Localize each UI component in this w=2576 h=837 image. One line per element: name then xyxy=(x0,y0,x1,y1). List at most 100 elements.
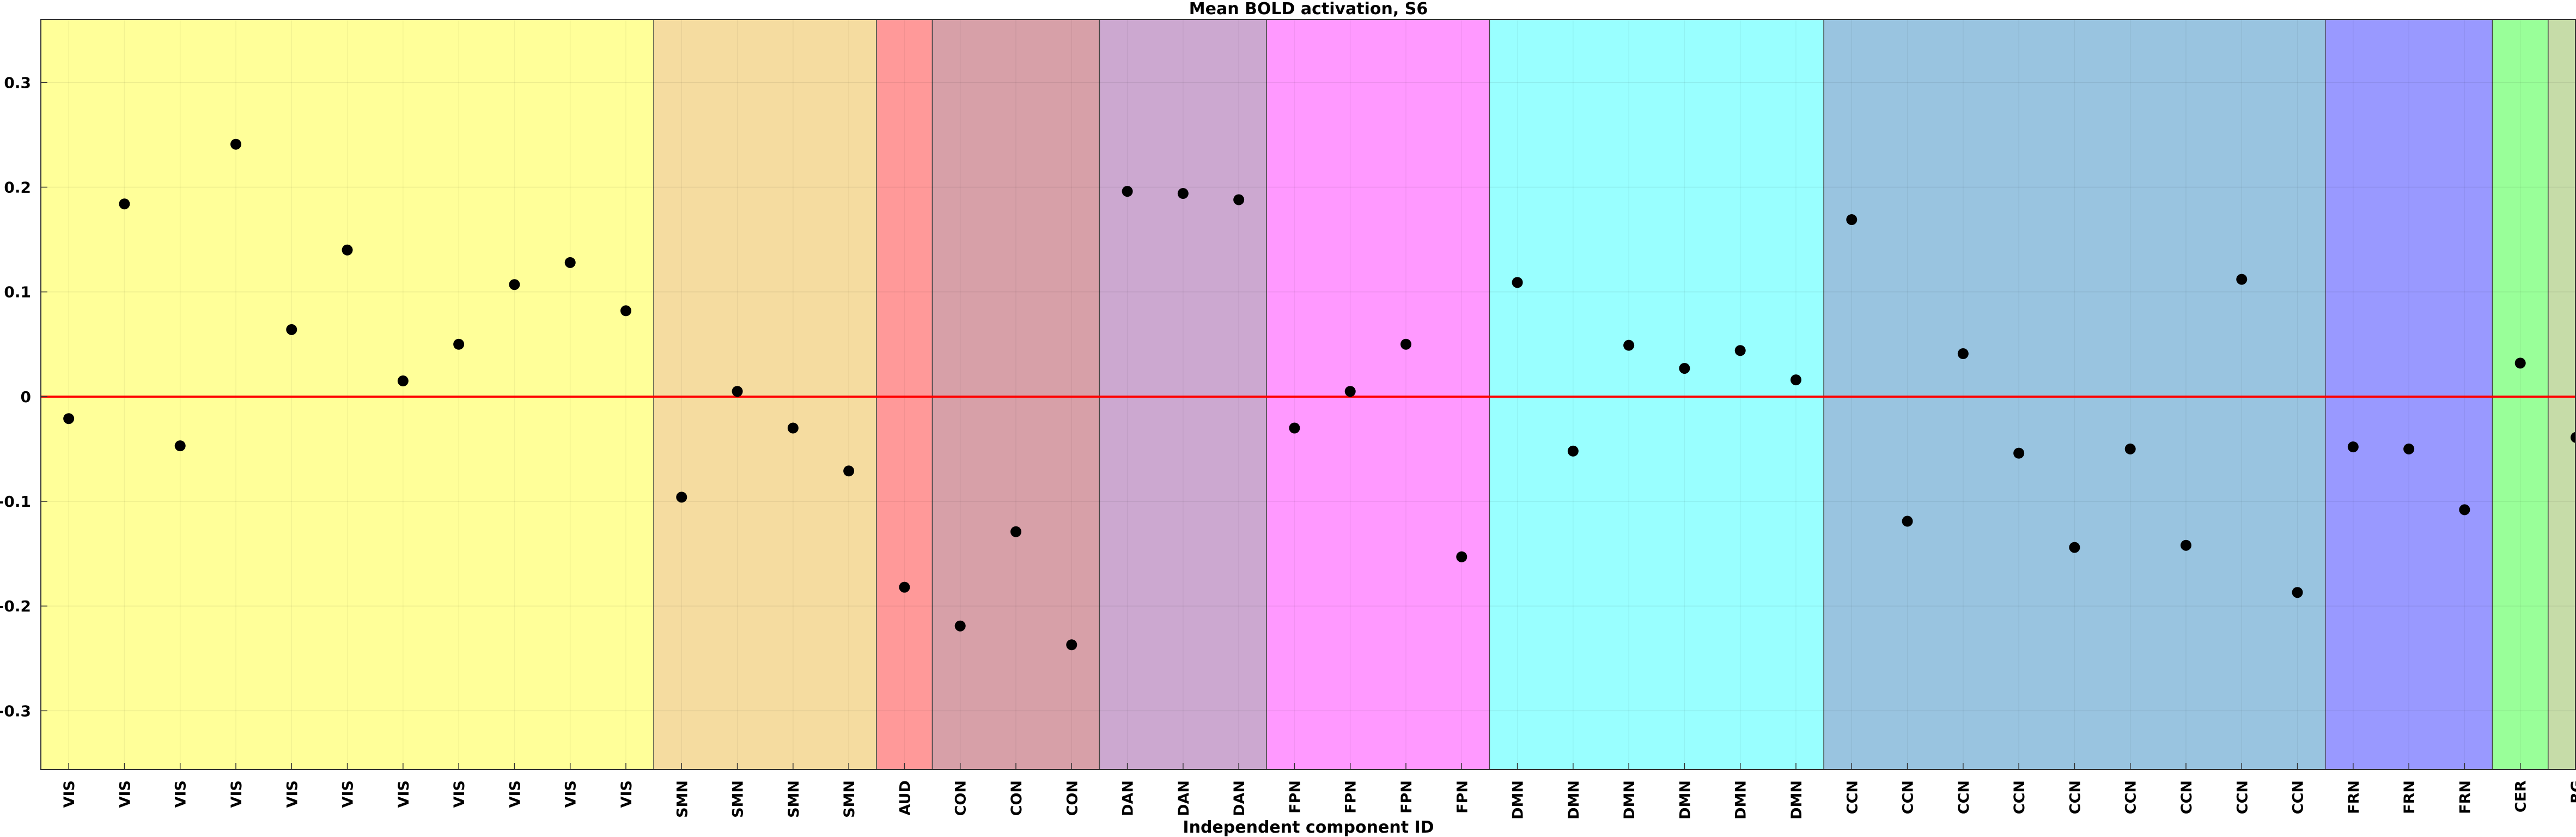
x-tick-label: CCN xyxy=(1900,780,1917,814)
x-tick-label: CCN xyxy=(1844,780,1861,814)
y-tick-label: 0.1 xyxy=(4,283,31,301)
data-point xyxy=(564,257,576,268)
y-tick-label: 0 xyxy=(21,388,31,406)
band-ccn xyxy=(1823,19,2326,770)
x-tick-label: FRN xyxy=(2457,780,2474,814)
y-tick-label: 0.2 xyxy=(4,178,31,196)
x-tick-label: DAN xyxy=(1231,780,1248,816)
data-point xyxy=(286,324,297,335)
x-tick-label: DMN xyxy=(1788,780,1805,820)
x-tick-label: VIS xyxy=(340,780,357,808)
data-point xyxy=(174,440,186,452)
data-point xyxy=(676,492,687,503)
x-axis-label: Independent component ID xyxy=(1183,818,1434,837)
data-point xyxy=(732,386,743,397)
data-point xyxy=(620,305,631,317)
data-point xyxy=(954,620,966,632)
data-point xyxy=(1456,551,1467,562)
x-tick-label: CCN xyxy=(2290,780,2307,814)
x-tick-label: SMN xyxy=(785,780,802,818)
grid-lines xyxy=(41,20,2576,769)
x-tick-label: BG xyxy=(2568,780,2576,804)
plot-frame xyxy=(40,19,2576,770)
data-point xyxy=(1567,445,1579,457)
data-point xyxy=(2181,539,2191,551)
data-point xyxy=(2514,357,2526,369)
x-tick-label: DMN xyxy=(1677,780,1694,820)
data-point xyxy=(2403,443,2415,454)
x-tick-label: VIS xyxy=(117,780,133,808)
x-tick-label: AUD xyxy=(897,780,914,815)
data-point xyxy=(2069,542,2080,553)
x-tick-label: FPN xyxy=(1398,780,1415,814)
x-tick-label: DMN xyxy=(1510,780,1527,820)
data-point xyxy=(1623,339,1635,351)
x-tick-label: VIS xyxy=(563,780,580,808)
data-point xyxy=(2124,443,2136,454)
x-tick-label: CER xyxy=(2513,780,2530,812)
data-point xyxy=(453,338,465,350)
data-point xyxy=(843,465,855,477)
x-tick-label: CCN xyxy=(2178,780,2195,814)
data-point xyxy=(1512,277,1523,288)
band-aud xyxy=(876,19,933,770)
x-tick-label: VIS xyxy=(173,780,190,808)
x-tick-label: VIS xyxy=(284,780,301,808)
y-axis-ticks: 0.3 0.2 0.1 0 -0.1 -0.2 -0.3 xyxy=(0,74,47,720)
x-tick-label: FPN xyxy=(1287,780,1304,814)
x-tick-label: DMN xyxy=(1566,780,1582,820)
data-point xyxy=(509,279,520,290)
x-tick-label: SMN xyxy=(730,780,747,818)
y-tick-label: -0.1 xyxy=(0,493,31,511)
data-point xyxy=(2571,432,2576,443)
x-tick-label: DMN xyxy=(1621,780,1638,820)
data-point xyxy=(1177,188,1189,199)
x-tick-label: CCN xyxy=(2067,780,2084,814)
band-vis xyxy=(40,19,654,770)
data-points xyxy=(63,138,2576,651)
data-point xyxy=(230,138,241,150)
data-point xyxy=(1010,526,1021,537)
data-point xyxy=(2459,504,2470,515)
x-tick-label: CCN xyxy=(2234,780,2251,814)
x-tick-label: CON xyxy=(1008,780,1025,816)
data-point xyxy=(2236,274,2248,285)
x-tick-label: VIS xyxy=(618,780,635,808)
band-smn xyxy=(653,19,878,770)
data-point xyxy=(899,581,910,593)
x-tick-label: CON xyxy=(1064,780,1081,816)
band-bg xyxy=(2548,19,2576,770)
band-dan xyxy=(1099,19,1268,770)
data-point xyxy=(2347,441,2359,453)
x-tick-label: SMN xyxy=(674,780,691,818)
data-point xyxy=(1957,348,1969,360)
x-tick-label: CCN xyxy=(2011,780,2028,814)
y-tick-label: 0.3 xyxy=(4,74,31,92)
data-point xyxy=(2292,587,2303,598)
data-point xyxy=(2013,447,2025,459)
data-point xyxy=(787,422,799,434)
x-tick-label: DMN xyxy=(1733,780,1750,820)
x-axis-ticks: VIS VIS VIS VIS VIS VIS VIS VIS VIS VIS VIS SMN SMN S… xyxy=(61,763,2576,820)
y-tick-label: -0.2 xyxy=(0,597,31,615)
data-point xyxy=(397,375,409,387)
x-tick-label: FPN xyxy=(1454,780,1471,814)
x-tick-label: VIS xyxy=(451,780,468,808)
x-tick-label: VIS xyxy=(507,780,523,808)
chart-title: Mean BOLD activation, S6 xyxy=(1189,0,1428,19)
data-point xyxy=(1344,386,1356,397)
x-tick-label: VIS xyxy=(228,780,245,808)
x-tick-label: CCN xyxy=(1956,780,1972,814)
data-point xyxy=(1734,345,1746,356)
x-tick-label: SMN xyxy=(841,780,858,818)
data-point xyxy=(1791,374,1801,386)
x-tick-label: VIS xyxy=(395,780,412,808)
x-tick-label: DAN xyxy=(1176,780,1192,816)
network-bands xyxy=(40,19,2576,770)
band-fpn xyxy=(1266,19,1490,770)
x-tick-label: VIS xyxy=(61,780,78,808)
x-tick-label: FPN xyxy=(1343,780,1360,814)
data-point xyxy=(63,413,75,424)
y-tick-label: -0.3 xyxy=(0,702,31,720)
